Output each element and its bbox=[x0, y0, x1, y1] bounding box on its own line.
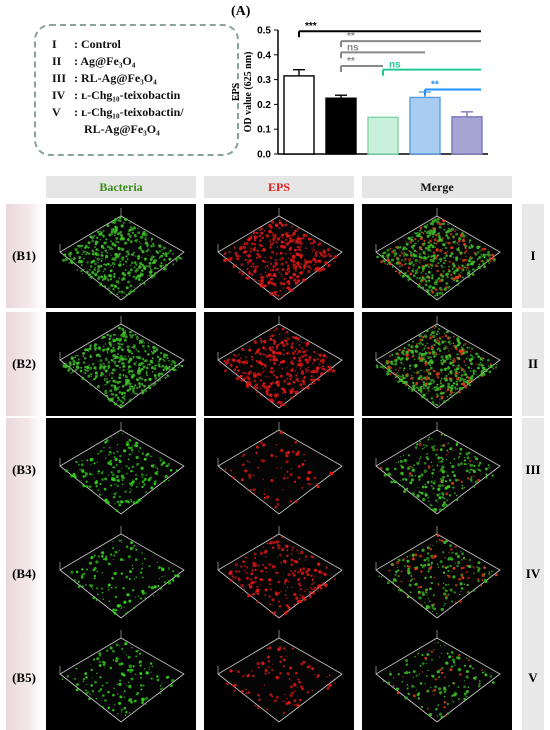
legend-row: V : ʟ-Chg₁₀-teixobactin/ bbox=[52, 104, 237, 121]
y-axis-title: EPS bbox=[231, 82, 242, 101]
row-label-b4: (B4) bbox=[6, 522, 42, 626]
row-label-b3: (B3) bbox=[6, 418, 42, 522]
y-tick-label: 0.5 bbox=[257, 26, 271, 37]
clsm-image-eps bbox=[204, 522, 354, 626]
y-tick-label: 0.2 bbox=[257, 100, 271, 111]
clsm-image-eps bbox=[204, 312, 354, 416]
legend-row: IV : ʟ-Chg₁₀-teixobactin bbox=[52, 87, 237, 104]
bar-IV bbox=[409, 96, 441, 155]
clsm-image-bacteria bbox=[46, 204, 196, 308]
clsm-image-eps bbox=[204, 204, 354, 308]
eps-bar-chart: 0.0 0.1 0.2 0.3 0.4 0.5 EPS OD value (625 nm) **… bbox=[231, 21, 488, 161]
row-group-label: IV bbox=[522, 522, 544, 626]
legend-row-label: : Ag@Fe₃O₄ bbox=[74, 54, 136, 68]
significance-label: ns bbox=[389, 60, 401, 71]
clsm-image-merge bbox=[362, 626, 512, 730]
row-label-b1: (B1) bbox=[6, 204, 42, 308]
treatment-legend: I : Control II : Ag@Fe₃O₄ III : RL-Ag@Fe₃O₄ IV… bbox=[34, 24, 239, 156]
legend-row: II : Ag@Fe₃O₄ bbox=[52, 53, 237, 70]
legend-row-number: V bbox=[52, 105, 61, 119]
legend-row-label: : RL-Ag@Fe₃O₄ bbox=[74, 71, 157, 85]
legend-row-label: : Control bbox=[74, 37, 121, 51]
significance-label: ** bbox=[347, 31, 355, 42]
clsm-image-merge bbox=[362, 522, 512, 626]
legend-row: RL-Ag@Fe₃O₄ bbox=[52, 121, 237, 138]
clsm-image-eps bbox=[204, 418, 354, 522]
clsm-image-merge bbox=[362, 312, 512, 416]
clsm-image-eps bbox=[204, 626, 354, 730]
row-group-label: V bbox=[522, 626, 544, 730]
panel-a-label: (A) bbox=[231, 4, 251, 19]
significance-label: ns bbox=[347, 42, 359, 53]
legend-row-number: I bbox=[52, 37, 57, 51]
clsm-image-merge bbox=[362, 204, 512, 308]
legend-row-number: IV bbox=[52, 88, 66, 102]
clsm-image-bacteria bbox=[46, 626, 196, 730]
bar-II bbox=[325, 97, 357, 155]
column-header-bacteria: Bacteria bbox=[46, 176, 196, 198]
significance-label: *** bbox=[305, 21, 317, 32]
legend-row-label: : ʟ-Chg₁₀-teixobactin bbox=[74, 88, 181, 102]
clsm-image-bacteria bbox=[46, 312, 196, 416]
legend-row-label: RL-Ag@Fe₃O₄ bbox=[84, 122, 160, 136]
y-axis-label: OD value (625 nm) bbox=[243, 52, 254, 133]
significance-label: ** bbox=[347, 56, 355, 67]
legend-row-number: II bbox=[52, 54, 62, 68]
row-group-label: II bbox=[522, 312, 544, 416]
clsm-image-bacteria bbox=[46, 418, 196, 522]
y-tick-label: 0.3 bbox=[257, 75, 271, 86]
row-label-b5: (B5) bbox=[6, 626, 42, 730]
legend-row: I : Control bbox=[52, 36, 237, 53]
bar-I bbox=[283, 75, 315, 155]
row-group-label: I bbox=[522, 204, 544, 308]
column-header-eps: EPS bbox=[204, 176, 354, 198]
legend-row-number: III bbox=[52, 71, 67, 85]
bar-III bbox=[367, 116, 399, 155]
y-tick-label: 0.4 bbox=[257, 50, 271, 61]
clsm-image-merge bbox=[362, 418, 512, 522]
clsm-image-bacteria bbox=[46, 522, 196, 626]
bar-V bbox=[451, 116, 483, 155]
significance-label: ** bbox=[431, 80, 439, 91]
y-tick-label: 0.1 bbox=[257, 125, 271, 136]
legend-row-label: : ʟ-Chg₁₀-teixobactin/ bbox=[74, 105, 184, 119]
column-header-merge: Merge bbox=[362, 176, 512, 198]
legend-row: III : RL-Ag@Fe₃O₄ bbox=[52, 70, 237, 87]
row-group-label: III bbox=[522, 418, 544, 522]
y-tick-label: 0.0 bbox=[257, 150, 271, 161]
row-label-b2: (B2) bbox=[6, 312, 42, 416]
